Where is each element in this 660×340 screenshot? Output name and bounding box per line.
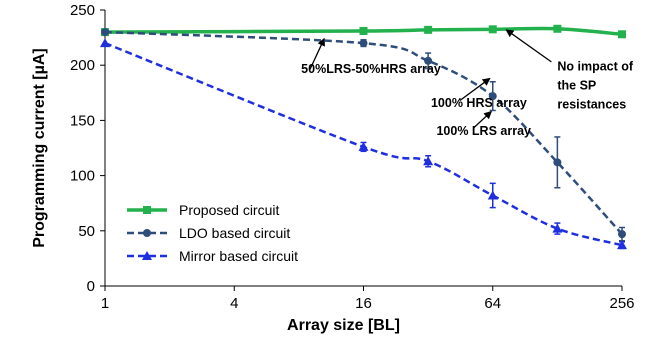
data-point — [553, 24, 562, 33]
data-point — [358, 141, 369, 151]
data-point — [359, 26, 368, 35]
annotation-arrow — [459, 77, 491, 102]
data-point — [553, 158, 562, 167]
annotation-label: 50%LRS-50%HRS array — [301, 62, 441, 76]
x-tick-label: 16 — [355, 295, 372, 312]
data-point — [423, 156, 434, 166]
series-square — [101, 24, 626, 39]
tick-labels: 0 50 100 150 200 250 1 4 16 64 256 — [70, 2, 635, 312]
data-point — [617, 240, 627, 250]
data-point — [100, 38, 110, 48]
series-layer — [100, 24, 627, 250]
data-point — [487, 190, 498, 200]
data-point — [618, 230, 626, 239]
annotations: 50%LRS-50%HRS array 100% HRS array 100% LR… — [301, 29, 634, 138]
annotation-label: 100% LRS array — [436, 124, 531, 138]
annotation-arrow — [309, 37, 325, 70]
data-point — [424, 56, 433, 65]
annotation-arrow — [505, 29, 552, 63]
data-point — [424, 25, 433, 34]
y-tick-label: 0 — [87, 278, 95, 295]
series-triangle — [100, 38, 627, 250]
x-tick-label: 256 — [609, 295, 634, 312]
legend-entry: Mirror based circuit — [127, 248, 298, 264]
data-point — [488, 25, 497, 34]
annotation-label: the SP — [557, 78, 596, 92]
legend-label: LDO based circuit — [179, 225, 290, 241]
y-tick-label: 200 — [70, 57, 95, 74]
y-tick-label: 100 — [70, 168, 95, 185]
y-tick-label: 50 — [78, 223, 95, 240]
data-point — [552, 223, 563, 233]
data-point — [101, 28, 109, 37]
annotation-label: resistances — [557, 97, 626, 111]
legend-marker — [143, 206, 151, 214]
x-axis-title: Array size [BL] — [287, 317, 400, 334]
legend-marker — [142, 251, 152, 260]
data-point — [359, 39, 368, 48]
legend-entry: Proposed circuit — [127, 202, 279, 218]
legend: Proposed circuit LDO based circuit Mirror … — [127, 202, 298, 264]
data-point — [488, 92, 497, 101]
y-tick-label: 250 — [70, 2, 95, 19]
legend-entry: LDO based circuit — [127, 225, 290, 241]
x-tick-label: 4 — [230, 295, 238, 312]
y-axis-title: Programming current [µA] — [31, 48, 48, 247]
x-tick-label: 64 — [484, 295, 501, 312]
legend-marker — [143, 229, 151, 237]
series-circle — [101, 28, 626, 242]
x-tick-label: 1 — [101, 295, 109, 312]
annotation-label: 100% HRS array — [431, 96, 527, 110]
legend-label: Proposed circuit — [179, 202, 279, 218]
legend-label: Mirror based circuit — [179, 248, 298, 264]
plot-axes — [100, 9, 623, 291]
axis-titles: Array size [BL] Programming current [µA] — [31, 48, 400, 334]
series-line — [104, 30, 623, 235]
y-tick-label: 150 — [70, 112, 95, 129]
annotation-arrow — [472, 110, 493, 129]
annotation-label: No impact of — [557, 60, 634, 74]
data-point — [618, 30, 626, 39]
